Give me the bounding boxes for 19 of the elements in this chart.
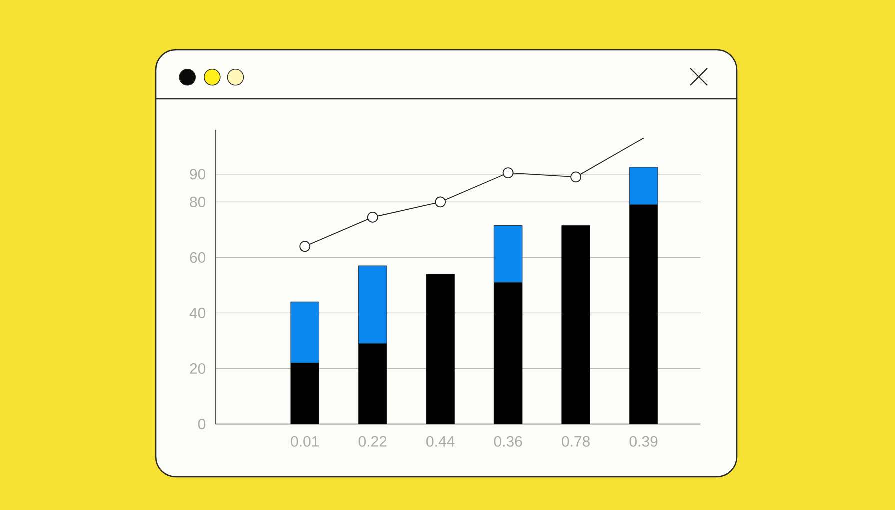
point xyxy=(300,241,311,252)
point xyxy=(435,196,446,208)
y-tick-label: 40 xyxy=(190,308,206,319)
x-tick-label: 0.39 xyxy=(630,436,658,447)
x-tick-label: 0.01 xyxy=(291,436,319,447)
point xyxy=(570,172,582,183)
point xyxy=(502,168,514,178)
y-tick-label: 20 xyxy=(190,363,206,374)
bar xyxy=(426,274,455,425)
y-tick-label: 80 xyxy=(190,196,206,208)
y-tick-label: 0 xyxy=(198,418,206,430)
bar xyxy=(562,226,590,425)
x-tick-label: 0.44 xyxy=(426,436,455,447)
x-tick-label: 0.36 xyxy=(494,436,522,447)
y-tick-label: 60 xyxy=(190,252,206,264)
x-tick-label: 0.22 xyxy=(358,436,387,447)
x-tick-label: 0.78 xyxy=(562,436,590,447)
y-tick-label: 90 xyxy=(190,169,206,180)
point xyxy=(367,212,378,223)
